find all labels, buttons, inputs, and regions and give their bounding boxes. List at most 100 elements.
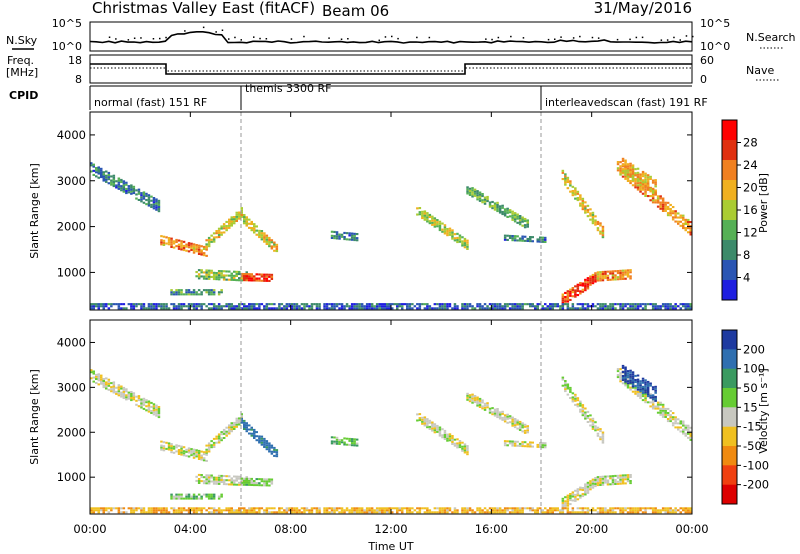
power-echo-cell <box>461 307 464 310</box>
power-echo-cell <box>245 222 248 225</box>
velocity-echo-cell <box>265 484 269 487</box>
velocity-echo-cell <box>669 414 672 417</box>
power-echo-cell <box>634 182 637 185</box>
power-echo-cell <box>255 279 258 282</box>
velocity-echo-cell <box>233 483 236 486</box>
velocity-echo-cell <box>513 509 517 512</box>
power-echo-cell <box>185 293 188 296</box>
power-echo-cell <box>283 307 286 310</box>
power-echo-cell <box>468 187 472 190</box>
velocity-echo-cell <box>441 509 444 512</box>
power-echo-cell <box>238 217 241 220</box>
velocity-echo-cell <box>92 372 95 375</box>
velocity-echo-cell <box>202 482 206 485</box>
power-echo-cell <box>506 209 509 212</box>
power-echo-cell <box>511 218 514 221</box>
velocity-echo-cell <box>127 507 131 510</box>
velocity-echo-cell <box>260 478 264 481</box>
power-echo-cell <box>621 305 625 308</box>
velocity-echo-cell <box>659 413 662 416</box>
power-echo-cell <box>677 222 680 225</box>
velocity-echo-cell <box>345 507 349 510</box>
power-echo-cell <box>147 307 151 310</box>
velocity-echo-cell <box>147 509 151 512</box>
power-echo-cell <box>609 272 612 275</box>
power-echo-cell <box>576 285 580 288</box>
velocity-echo-cell <box>574 399 577 402</box>
velocity-echo-cell <box>529 509 532 512</box>
power-echo-cell <box>353 234 356 237</box>
power-echo-cell <box>466 245 469 248</box>
power-echo-cell <box>536 303 539 306</box>
power-echo-cell <box>631 176 635 179</box>
power-echo-cell <box>100 171 103 174</box>
velocity-echo-cell <box>544 444 547 447</box>
velocity-echo-cell <box>486 404 489 407</box>
velocity-echo-cell <box>233 481 236 484</box>
velocity-echo-cell <box>180 509 183 512</box>
velocity-echo-cell <box>333 436 336 439</box>
power-echo-cell <box>621 170 625 173</box>
velocity-echo-cell <box>438 432 442 435</box>
power-echo-cell <box>619 271 622 274</box>
velocity-echo-cell <box>656 511 660 514</box>
velocity-echo-cell <box>157 507 161 510</box>
velocity-echo-cell <box>621 474 625 477</box>
power-echo-cell <box>365 307 369 310</box>
power-echo-cell <box>601 230 605 233</box>
power-echo-cell <box>365 305 369 308</box>
power-echo-cell <box>205 305 208 308</box>
velocity-echo-cell <box>508 511 512 514</box>
velocity-echo-cell <box>147 400 151 403</box>
colorbar-tick-label: 16 <box>743 203 758 217</box>
velocity-echo-cell <box>217 495 221 498</box>
velocity-echo-cell <box>235 475 238 478</box>
power-echo-cell <box>644 178 647 181</box>
velocity-echo-cell <box>621 507 625 510</box>
power-echo-cell <box>110 303 113 306</box>
power-echo-cell <box>604 274 607 277</box>
velocity-echo-cell <box>268 478 271 481</box>
velocity-echo-cell <box>90 377 93 380</box>
velocity-echo-cell <box>566 387 570 390</box>
power-echo-cell <box>654 183 657 186</box>
power-echo-cell <box>293 305 296 308</box>
velocity-echo-cell <box>157 509 161 512</box>
power-echo-cell <box>498 307 502 310</box>
power-echo-cell <box>586 277 590 280</box>
power-echo-cell <box>631 174 635 177</box>
noise-search-dot <box>591 36 594 39</box>
power-echo-cell <box>182 249 186 252</box>
velocity-echo-cell <box>315 511 319 514</box>
velocity-echo-cell <box>626 511 630 514</box>
velocity-echo-cell <box>624 482 627 485</box>
velocity-echo-cell <box>330 507 334 510</box>
power-echo-cell <box>591 275 595 278</box>
power-echo-cell <box>629 275 632 278</box>
velocity-echo-cell <box>355 507 359 510</box>
velocity-echo-cell <box>614 507 617 510</box>
velocity-echo-cell <box>624 372 627 375</box>
velocity-echo-cell <box>248 483 251 486</box>
power-echo-cell <box>270 273 274 276</box>
velocity-echo-cell <box>436 426 439 429</box>
power-echo-cell <box>596 275 600 278</box>
velocity-echo-cell <box>250 479 253 482</box>
power-echo-cell <box>170 243 173 246</box>
power-echo-cell <box>105 170 108 173</box>
velocity-echo-cell <box>466 394 469 397</box>
power-echo-cell <box>155 208 158 211</box>
velocity-echo-cell <box>677 509 680 512</box>
power-echo-cell <box>243 218 246 221</box>
power-echo-cell <box>488 307 492 310</box>
velocity-echo-cell <box>616 376 620 379</box>
power-echo-cell <box>579 194 582 197</box>
velocity-echo-cell <box>185 450 188 453</box>
power-echo-cell <box>110 175 113 178</box>
power-echo-cell <box>270 247 274 250</box>
power-echo-cell <box>340 303 344 306</box>
velocity-echo-cell <box>621 382 625 385</box>
power-echo-cell <box>659 207 662 210</box>
power-echo-cell <box>212 276 216 279</box>
velocity-echo-cell <box>636 511 640 514</box>
